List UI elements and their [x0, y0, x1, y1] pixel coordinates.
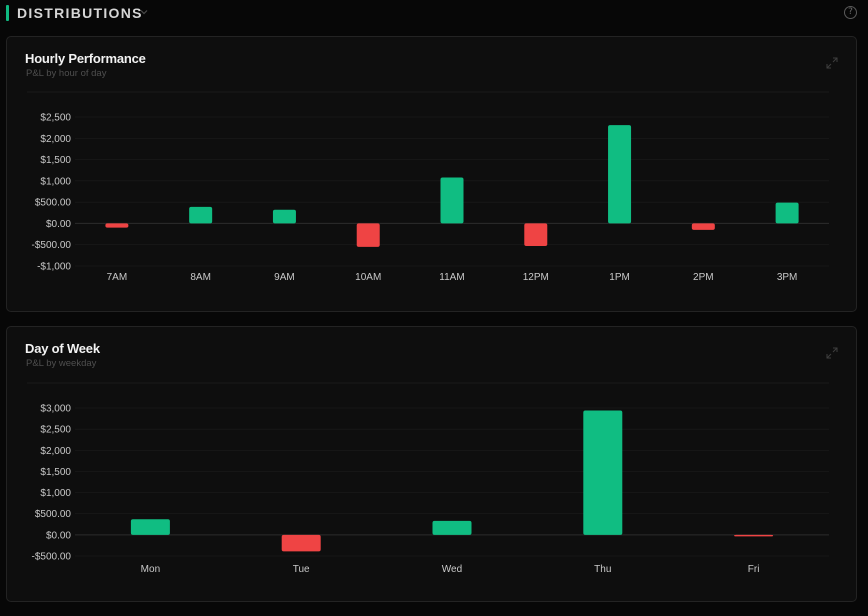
- x-tick-label: 12PM: [523, 272, 549, 283]
- expand-icon[interactable]: [826, 347, 838, 359]
- bar: [281, 534, 321, 552]
- y-tick-label: $0.00: [46, 219, 71, 230]
- section-accent-bar: [6, 5, 9, 21]
- section-title: DISTRIBUTIONS: [17, 5, 143, 21]
- day-of-week-chart: $3,000 $2,500 $2,000 $1,500 $1,000 $500.00 $0.…: [27, 382, 829, 575]
- panel-title: Day of Week: [25, 341, 100, 356]
- x-tick-label: 8AM: [190, 272, 211, 283]
- bar: [272, 209, 296, 224]
- bar: [356, 223, 380, 247]
- day-of-week-panel: Day of Week P&L by weekday $3,000 $2,500 $…: [6, 326, 857, 602]
- y-tick-label: $0.00: [46, 530, 71, 541]
- help-icon[interactable]: ?: [844, 6, 857, 19]
- y-tick-label: $2,000: [40, 134, 71, 145]
- expand-icon[interactable]: [826, 57, 838, 69]
- bar: [583, 410, 623, 535]
- bar: [432, 520, 472, 535]
- x-tick-label: 9AM: [274, 272, 295, 283]
- bar: [691, 223, 715, 230]
- y-tick-label: -$500.00: [32, 240, 72, 251]
- y-tick-label: $2,000: [40, 446, 71, 457]
- x-tick-label: Fri: [748, 564, 760, 575]
- bar: [440, 177, 464, 224]
- x-tick-label: Thu: [594, 564, 611, 575]
- y-tick-label: $500.00: [35, 509, 72, 520]
- bar: [775, 202, 799, 224]
- y-tick-label: -$1,000: [37, 262, 71, 273]
- y-tick-label: $2,500: [40, 425, 71, 436]
- x-tick-label: 11AM: [439, 272, 464, 283]
- bar: [524, 223, 548, 246]
- x-tick-label: Mon: [141, 564, 160, 575]
- y-tick-label: $1,500: [40, 467, 71, 478]
- y-tick-label: $1,500: [40, 155, 71, 166]
- x-tick-label: 10AM: [355, 272, 381, 283]
- x-tick-label: 2PM: [693, 272, 714, 283]
- y-tick-label: $3,000: [40, 404, 71, 415]
- x-tick-label: Wed: [442, 564, 462, 575]
- y-tick-label: $1,000: [40, 488, 71, 499]
- y-tick-label: $1,000: [40, 176, 71, 187]
- y-tick-label: $2,500: [40, 113, 71, 124]
- panel-subtitle: P&L by weekday: [26, 358, 97, 369]
- bar: [189, 206, 213, 224]
- panel-subtitle: P&L by hour of day: [26, 68, 107, 79]
- x-tick-label: 3PM: [777, 272, 798, 283]
- panel-title: Hourly Performance: [25, 51, 146, 66]
- bar: [105, 223, 129, 228]
- bar: [608, 125, 632, 224]
- x-tick-label: 7AM: [107, 272, 128, 283]
- hourly-performance-panel: Hourly Performance P&L by hour of day $2…: [6, 36, 857, 312]
- y-tick-label: -$500.00: [32, 552, 72, 563]
- x-tick-label: Tue: [293, 564, 310, 575]
- hourly-performance-chart: $2,500 $2,000 $1,500 $1,000 $500.00 $0.00 -$50…: [27, 91, 829, 283]
- x-tick-label: 1PM: [609, 272, 630, 283]
- bar: [130, 519, 170, 535]
- section-header: DISTRIBUTIONS ?: [0, 0, 868, 26]
- y-tick-label: $500.00: [35, 198, 72, 209]
- chevron-down-icon[interactable]: [138, 6, 150, 18]
- bar: [734, 534, 774, 537]
